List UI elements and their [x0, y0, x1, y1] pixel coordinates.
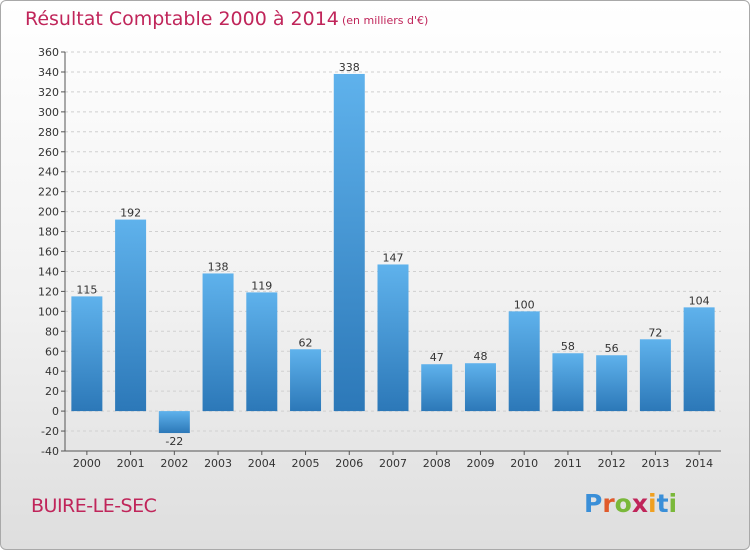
logo-letter: x: [631, 489, 648, 518]
bar-2005: [290, 349, 322, 412]
y-tick-label: 220: [38, 186, 59, 199]
bar-2007: [377, 264, 409, 412]
bar-2004: [246, 292, 278, 412]
bars: [71, 73, 715, 434]
y-tick-label: 0: [52, 405, 59, 418]
y-tick-label: 100: [38, 305, 59, 318]
bar-2000: [71, 296, 103, 412]
logo-letter: i: [648, 489, 657, 518]
bar-2001: [115, 219, 147, 412]
bar-2012: [596, 355, 628, 412]
bar-2011: [552, 353, 584, 412]
data-label-2002: -22: [165, 435, 183, 448]
bar-2008: [421, 364, 453, 412]
y-tick-label: 300: [38, 106, 59, 119]
x-tick-label-2001: 2001: [117, 457, 145, 470]
data-label-2003: 138: [208, 260, 229, 273]
y-tick-label: 20: [45, 385, 59, 398]
x-tick-label-2005: 2005: [292, 457, 320, 470]
x-tick-label-2010: 2010: [510, 457, 538, 470]
y-tick-label: 240: [38, 166, 59, 179]
x-tick-label-2006: 2006: [335, 457, 363, 470]
y-tick-label: 360: [38, 46, 59, 59]
proxiti-logo[interactable]: Proxiti: [584, 489, 677, 518]
x-tick-label-2011: 2011: [554, 457, 582, 470]
x-tick-label-2008: 2008: [423, 457, 451, 470]
data-label-2004: 119: [251, 279, 272, 292]
data-label-2014: 104: [689, 294, 710, 307]
logo-letter: r: [602, 489, 615, 518]
bar-2014: [683, 307, 715, 412]
chart-subtitle: (en milliers d'€): [342, 14, 429, 27]
bar-2013: [639, 339, 671, 412]
data-label-2011: 58: [561, 340, 575, 353]
y-tick-label: 280: [38, 126, 59, 139]
commune-name: BUIRE-LE-SEC: [31, 495, 157, 517]
data-label-2009: 48: [473, 350, 487, 363]
x-tick-label-2004: 2004: [248, 457, 276, 470]
y-tick-label: 160: [38, 246, 59, 259]
data-label-2000: 115: [76, 283, 97, 296]
x-tick-label-2009: 2009: [466, 457, 494, 470]
y-tick-label: 60: [45, 345, 59, 358]
logo-letter: o: [614, 489, 632, 518]
data-label-2008: 47: [430, 351, 444, 364]
x-tick-label-2003: 2003: [204, 457, 232, 470]
data-label-2007: 147: [383, 251, 404, 264]
y-tick-label: 320: [38, 86, 59, 99]
y-tick-label: 80: [45, 325, 59, 338]
logo-letter: P: [584, 489, 603, 518]
y-tick-label: -40: [41, 445, 59, 458]
x-tick-label-2002: 2002: [160, 457, 188, 470]
data-labels: 115 192 -22 138 119 62 338 147 47 48 100 58 56 72 104: [76, 61, 709, 448]
y-tick-labels: -40 -20 0 20 40 60 80 100 120 140 160 180 200 220 240 2…: [38, 46, 59, 458]
y-tick-label: 120: [38, 285, 59, 298]
chart-title: Résultat Comptable 2000 à 2014: [25, 8, 339, 30]
logo-letter: t: [656, 489, 669, 518]
y-tick-label: 340: [38, 66, 59, 79]
bar-2010: [508, 311, 540, 412]
data-label-2012: 56: [605, 342, 619, 355]
data-label-2013: 72: [648, 326, 662, 339]
x-tick-label-2013: 2013: [641, 457, 669, 470]
data-label-2010: 100: [514, 298, 535, 311]
x-tick-label-2007: 2007: [379, 457, 407, 470]
bar-2009: [464, 363, 496, 412]
x-tick-label-2014: 2014: [685, 457, 713, 470]
y-tick-label: -20: [41, 425, 59, 438]
x-tick-labels: 2000 2001 2002 2003 2004 2005 2006 2007 2008 2009…: [73, 451, 713, 470]
y-tick-label: 140: [38, 265, 59, 278]
logo-letter: i: [668, 489, 678, 518]
data-label-2005: 62: [299, 336, 313, 349]
y-tick-label: 180: [38, 226, 59, 239]
data-label-2001: 192: [120, 207, 141, 220]
y-tick-label: 260: [38, 146, 59, 159]
x-tick-label-2012: 2012: [598, 457, 626, 470]
data-label-2006: 338: [339, 61, 360, 74]
bar-2003: [202, 273, 234, 412]
x-tick-label-2000: 2000: [73, 457, 101, 470]
bar-2006: [333, 73, 365, 412]
y-tick-label: 40: [45, 365, 59, 378]
bar-2002: [158, 411, 190, 434]
y-tick-label: 200: [38, 206, 59, 219]
